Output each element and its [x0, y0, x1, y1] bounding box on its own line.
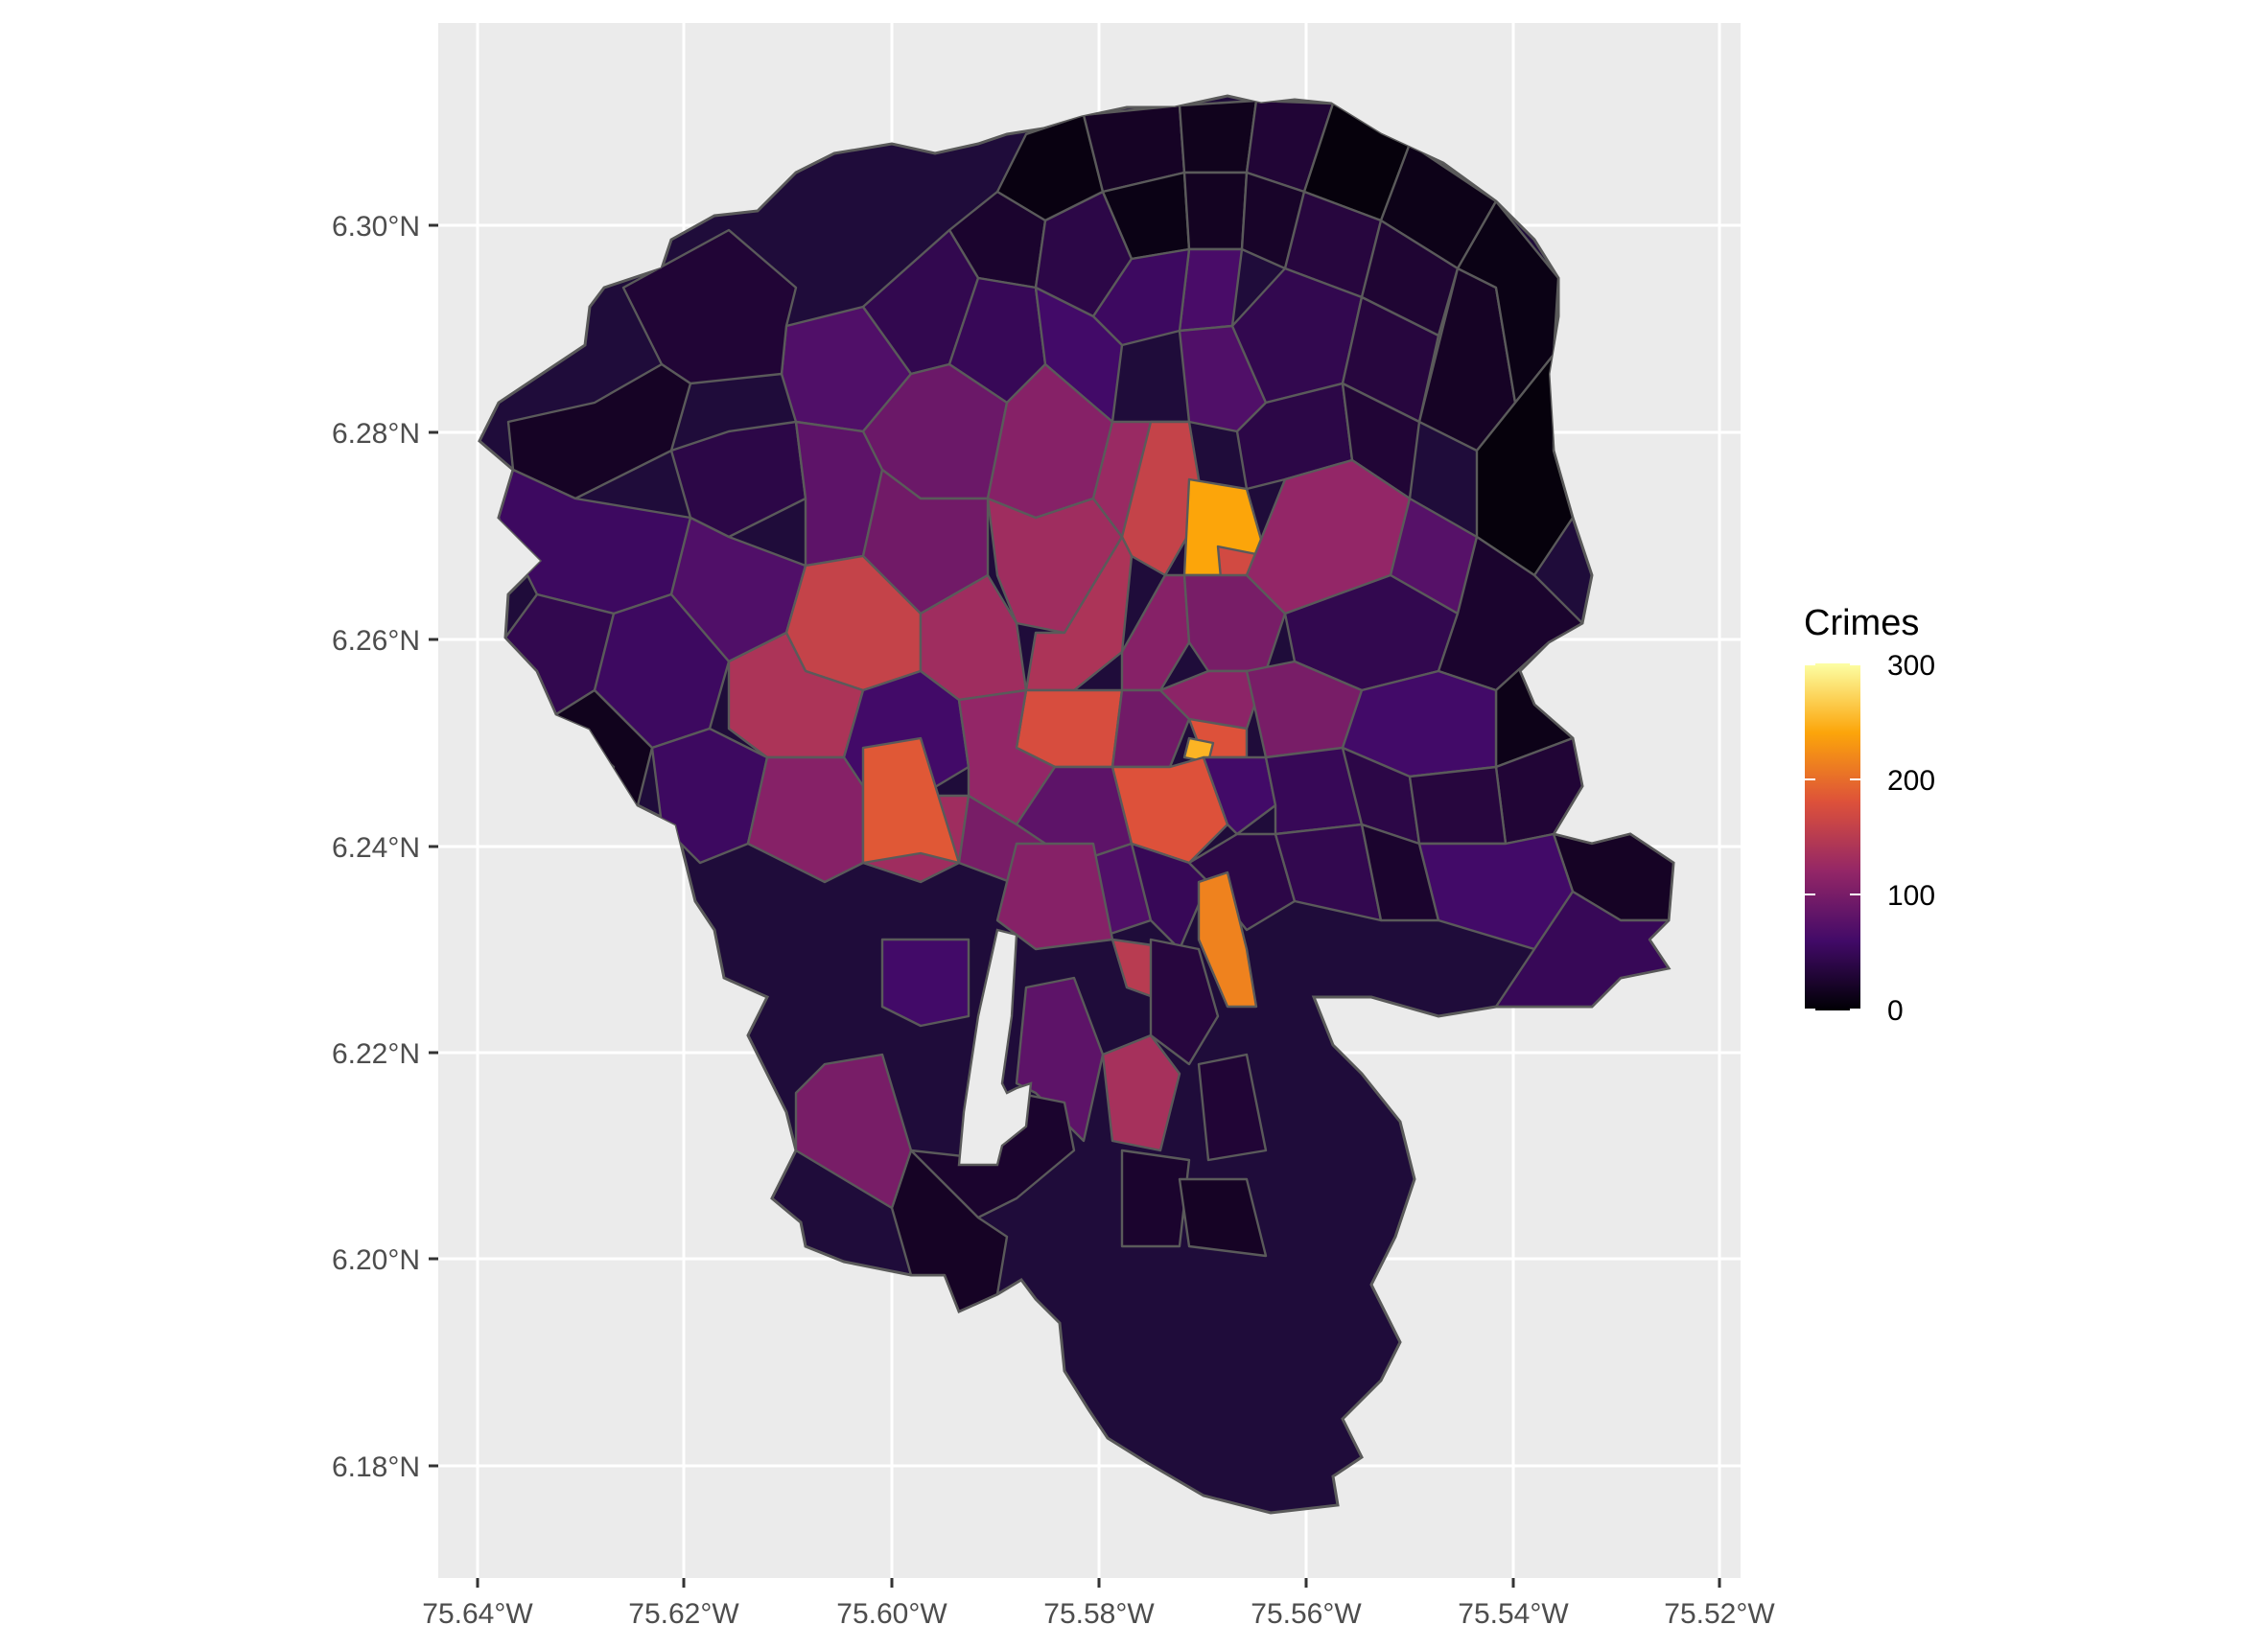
- x-tick-label: 75.60°W: [836, 1598, 947, 1630]
- legend-label: 300: [1887, 650, 1935, 682]
- map-region: [1408, 765, 1508, 846]
- y-tick-label: 6.28°N: [332, 418, 420, 450]
- map-region: [880, 938, 970, 1028]
- legend-colorbar: [1805, 663, 1860, 1010]
- regions-layer: [497, 99, 1673, 1313]
- legend-label: 0: [1887, 995, 1904, 1027]
- map-region: [861, 736, 961, 865]
- map-region: [794, 1053, 913, 1210]
- map-region: [1015, 976, 1105, 1143]
- map-region: [1034, 286, 1124, 424]
- y-tick-label: 6.30°N: [332, 211, 420, 243]
- legend-title: Crimes: [1804, 603, 1919, 643]
- legend-label: 200: [1887, 765, 1935, 797]
- map-region: [1178, 1177, 1268, 1258]
- map-region: [1149, 938, 1220, 1066]
- x-tick-label: 75.58°W: [1043, 1598, 1155, 1630]
- map-region: [890, 1149, 1009, 1313]
- y-tick-label: 6.24°N: [332, 832, 420, 864]
- map-region: [1182, 171, 1249, 251]
- axis-ticks: [429, 223, 1721, 1588]
- x-axis-labels: 75.64°W 75.62°W 75.60°W 75.58°W 75.56°W …: [422, 1598, 1775, 1630]
- y-axis-labels: 6.30°N 6.28°N 6.26°N 6.24°N 6.22°N 6.20°…: [332, 211, 420, 1483]
- y-tick-label: 6.20°N: [332, 1244, 420, 1276]
- y-tick-label: 6.22°N: [332, 1038, 420, 1070]
- legend: Crimes 300 200 100 0: [1804, 603, 1935, 1027]
- map-region: [1178, 247, 1244, 333]
- map-region: [1091, 247, 1191, 347]
- y-tick-label: 6.18°N: [332, 1451, 420, 1483]
- x-tick-label: 75.56°W: [1251, 1598, 1362, 1630]
- uncovered-area: [957, 928, 1033, 1167]
- map-region: [995, 842, 1114, 951]
- map-region: [1111, 688, 1191, 769]
- map-region: [1130, 842, 1210, 951]
- x-tick-label: 75.52°W: [1664, 1598, 1775, 1630]
- map-region: [1197, 1053, 1268, 1162]
- legend-label: 100: [1887, 880, 1935, 912]
- map-region: [1120, 1149, 1191, 1248]
- y-tick-label: 6.26°N: [332, 625, 420, 657]
- x-tick-label: 75.54°W: [1458, 1598, 1569, 1630]
- map-region: [1197, 870, 1258, 1009]
- map-region: [1494, 890, 1671, 1009]
- map-region: [1101, 1033, 1181, 1152]
- map-region: [1178, 99, 1258, 174]
- x-tick-label: 75.64°W: [422, 1598, 533, 1630]
- x-tick-label: 75.62°W: [628, 1598, 739, 1630]
- map-region: [1202, 755, 1277, 836]
